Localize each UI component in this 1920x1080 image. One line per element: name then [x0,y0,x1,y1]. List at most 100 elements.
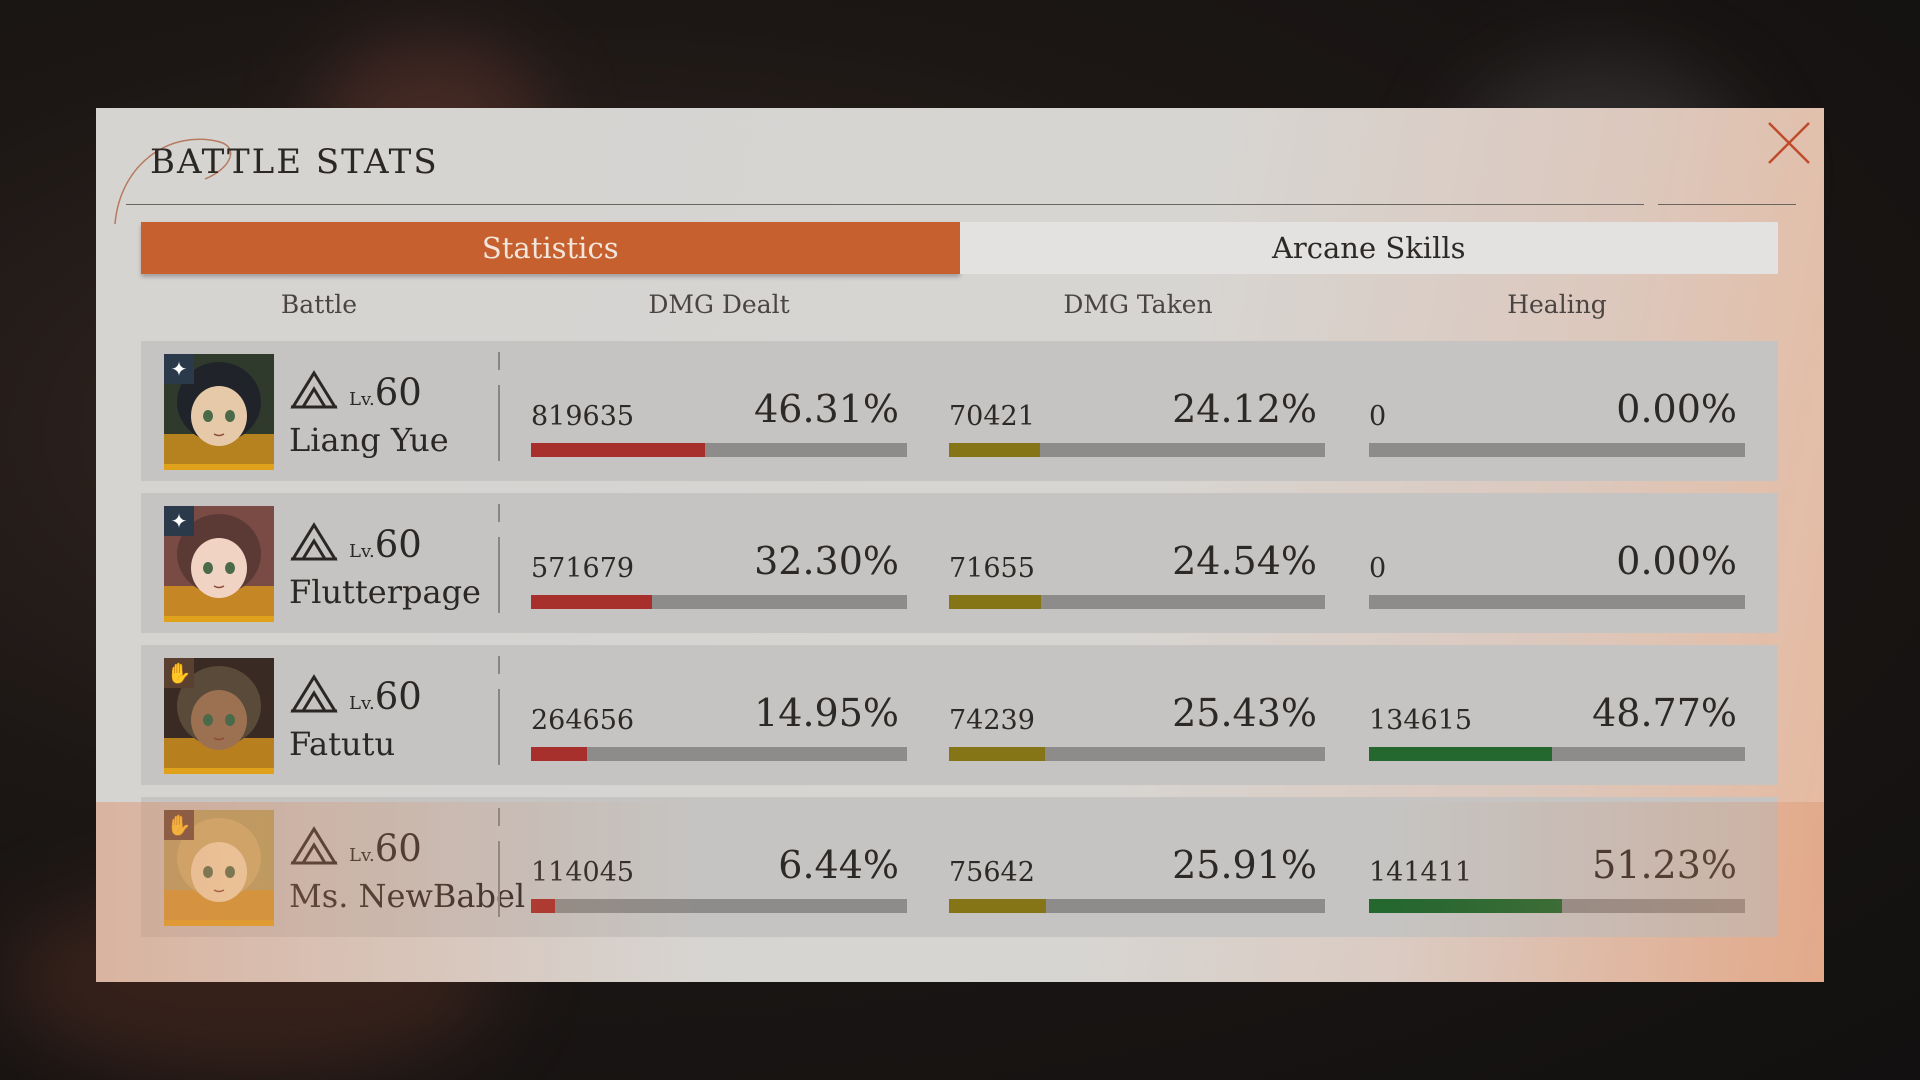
rank-triangle-icon [290,522,338,561]
dmg-dealt-bar [531,443,907,457]
healing-percent: 51.23% [1592,843,1737,887]
dmg-dealt-bar [531,595,907,609]
healing-percent: 48.77% [1592,691,1737,735]
dmg-taken-bar [949,443,1325,457]
level-prefix: Lv. [349,693,375,714]
dmg-taken-percent: 25.91% [1172,843,1317,887]
row-divider [498,385,500,461]
tab-arcane-skills[interactable]: Arcane Skills [959,222,1778,274]
character-level: Lv.60 [349,371,422,414]
level-prefix: Lv. [349,389,375,410]
title-underline-segment [1658,204,1796,205]
healing-value: 134615 [1369,705,1473,736]
character-name: Fatutu [289,725,396,763]
dmg-dealt-percent: 46.31% [754,387,899,431]
column-headers: Battle DMG Dealt DMG Taken Healing [141,284,1778,324]
table-row[interactable]: ✦ Lv.60 Flutterpage 571679 32.30% 71655 … [141,493,1778,633]
healing-bar [1369,747,1745,761]
dmg-taken-value: 70421 [949,401,1035,432]
table-row[interactable]: ✦ Lv.60 Liang Yue 819635 46.31% 70421 24… [141,341,1778,481]
healing-value: 0 [1369,401,1387,432]
healing-bar [1369,899,1745,913]
level-prefix: Lv. [349,541,375,562]
dmg-dealt-bar-fill [531,595,653,609]
support-class-icon: ✋ [164,658,194,688]
dmg-taken-bar [949,595,1325,609]
row-divider [498,808,500,826]
tab-bar: Statistics Arcane Skills [141,222,1778,274]
title-underline-segment [1590,204,1644,205]
healing-bar [1369,595,1745,609]
dmg-dealt-percent: 6.44% [778,843,899,887]
title-underline [126,204,1614,205]
dmg-taken-bar [949,899,1325,913]
star-class-icon: ✦ [164,354,194,384]
dmg-taken-percent: 24.12% [1172,387,1317,431]
dmg-dealt-bar-fill [531,747,588,761]
dmg-taken-bar-fill [949,595,1042,609]
close-icon[interactable] [1764,118,1814,168]
title-swirl-ornament [114,138,232,225]
dmg-dealt-bar-fill [531,899,556,913]
character-portrait-art [164,810,274,920]
level-number: 60 [374,675,422,718]
character-level: Lv.60 [349,675,422,718]
dmg-taken-bar [949,747,1325,761]
header-dmg-dealt: DMG Dealt [648,290,790,319]
level-prefix: Lv. [349,845,375,866]
dmg-taken-bar-fill [949,443,1040,457]
dmg-taken-bar-fill [949,747,1045,761]
healing-bar-fill [1369,747,1553,761]
character-portrait-art [164,506,274,616]
stats-table: ✦ Lv.60 Liang Yue 819635 46.31% 70421 24… [141,341,1778,949]
dmg-dealt-bar [531,899,907,913]
dmg-taken-percent: 24.54% [1172,539,1317,583]
dmg-taken-value: 71655 [949,553,1035,584]
header-healing: Healing [1507,290,1607,319]
healing-bar [1369,443,1745,457]
header-dmg-taken: DMG Taken [1063,290,1213,319]
level-number: 60 [374,827,422,870]
dmg-dealt-value: 114045 [531,857,635,888]
table-row[interactable]: ✋ Lv.60 Ms. NewBabel 114045 6.44% 75642 … [141,797,1778,937]
healing-percent: 0.00% [1616,387,1737,431]
healing-value: 0 [1369,553,1387,584]
healing-value: 141411 [1369,857,1473,888]
row-divider [498,841,500,917]
character-portrait: ✦ [164,354,274,470]
rank-triangle-icon [290,674,338,713]
tab-statistics[interactable]: Statistics [141,222,960,274]
rank-triangle-icon [290,370,338,409]
character-name: Ms. NewBabel [289,877,526,915]
dmg-dealt-percent: 32.30% [754,539,899,583]
healing-percent: 0.00% [1616,539,1737,583]
rank-triangle-icon [290,826,338,865]
character-portrait-art [164,658,274,768]
star-class-icon: ✦ [164,506,194,536]
character-name: Liang Yue [289,421,449,459]
row-divider [498,689,500,765]
dmg-dealt-value: 819635 [531,401,635,432]
row-divider [498,504,500,522]
character-portrait-art [164,354,274,464]
page-title: BATTLE STATS [150,142,439,182]
row-divider [498,537,500,613]
support-class-icon: ✋ [164,810,194,840]
dmg-dealt-value: 571679 [531,553,635,584]
level-number: 60 [374,523,422,566]
dmg-taken-bar-fill [949,899,1047,913]
row-divider [498,656,500,674]
battle-stats-panel: BATTLE STATS Statistics Arcane Skills Ba… [96,108,1824,982]
dmg-taken-value: 75642 [949,857,1035,888]
character-portrait: ✦ [164,506,274,622]
header-battle: Battle [280,290,358,319]
character-name: Flutterpage [289,573,481,611]
table-row[interactable]: ✋ Lv.60 Fatutu 264656 14.95% 74239 25.43… [141,645,1778,785]
character-level: Lv.60 [349,523,422,566]
dmg-taken-percent: 25.43% [1172,691,1317,735]
dmg-dealt-value: 264656 [531,705,635,736]
character-portrait: ✋ [164,810,274,926]
healing-bar-fill [1369,899,1562,913]
character-level: Lv.60 [349,827,422,870]
dmg-dealt-percent: 14.95% [754,691,899,735]
